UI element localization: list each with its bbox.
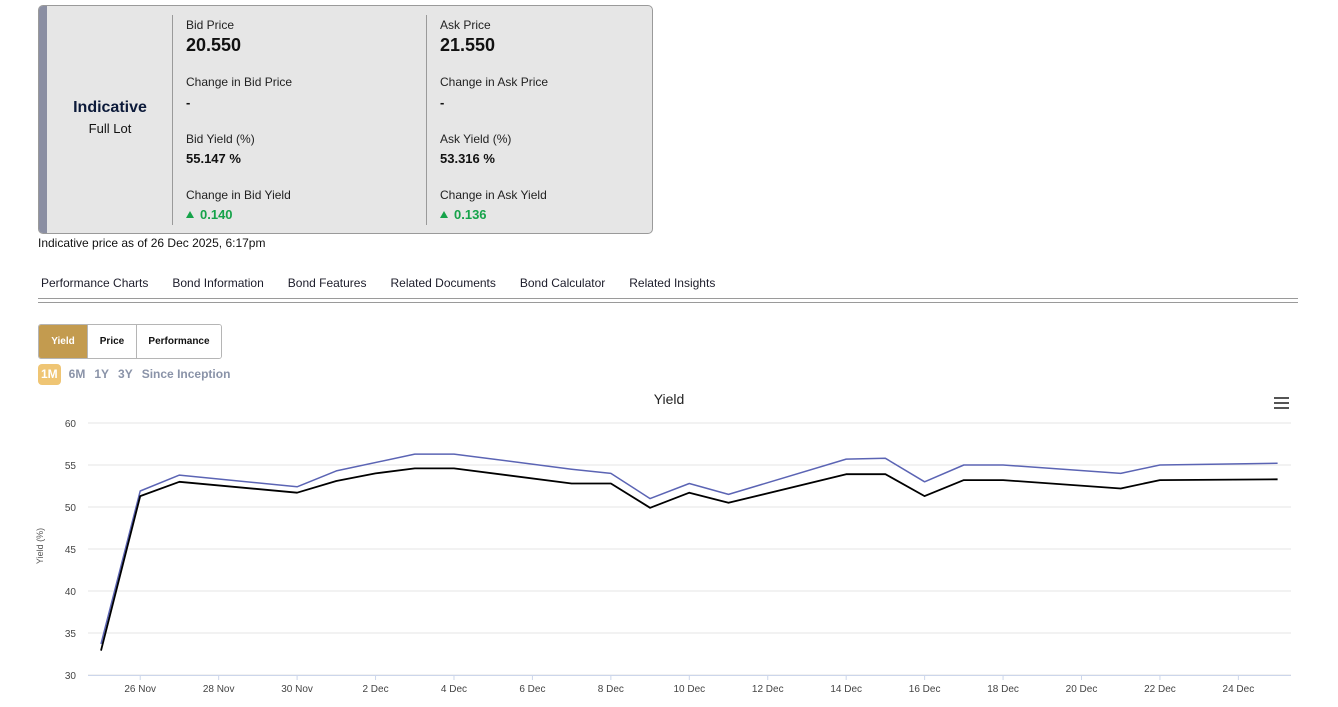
- performance-toggle-button[interactable]: Performance: [136, 325, 221, 358]
- range-since-inception-button[interactable]: Since Inception: [141, 367, 231, 381]
- quote-accent-stripe: [39, 6, 47, 233]
- y-tick-label: 35: [65, 629, 77, 640]
- quote-type-subtitle: Full Lot: [88, 121, 132, 136]
- change-ask-yield-label: Change in Ask Yield: [440, 188, 547, 202]
- range-1m-button[interactable]: 1M: [38, 364, 61, 385]
- chart-type-toggle: Yield Price Performance: [38, 324, 222, 359]
- range-selector: 1M 6M 1Y 3Y Since Inception: [38, 364, 239, 385]
- change-ask-price-label: Change in Ask Price: [440, 75, 549, 89]
- bid-price-value: 20.550: [186, 35, 242, 55]
- x-tick-label: 28 Nov: [203, 684, 235, 695]
- x-tick-label: 24 Dec: [1223, 684, 1255, 695]
- y-tick-label: 50: [65, 503, 77, 514]
- ask-yield-series-line: [100, 453, 1278, 645]
- change-bid-yield-value: 0.140: [200, 207, 233, 222]
- y-tick-label: 45: [65, 545, 77, 556]
- ask-price-value: 21.550: [440, 35, 496, 55]
- tab-bond-information[interactable]: Bond Information: [172, 276, 264, 290]
- change-ask-price-value: -: [440, 95, 445, 110]
- y-tick-label: 60: [65, 419, 77, 430]
- quote-type-block: Indicative Full Lot: [47, 6, 173, 233]
- tabs-divider-bottom: [38, 302, 1298, 303]
- triangle-up-icon: [186, 211, 194, 218]
- chart-title: Yield: [653, 391, 685, 407]
- ask-price-label: Ask Price: [440, 18, 491, 32]
- change-bid-yield: 0.140: [186, 207, 233, 222]
- tab-performance-charts[interactable]: Performance Charts: [41, 276, 149, 290]
- x-tick-label: 22 Dec: [1144, 684, 1176, 695]
- ask-yield-label: Ask Yield (%): [440, 132, 512, 146]
- quote-divider-right: [426, 15, 427, 225]
- quote-divider-left: [172, 15, 173, 225]
- change-ask-yield: 0.136: [440, 207, 487, 222]
- tab-bond-calculator[interactable]: Bond Calculator: [519, 276, 606, 290]
- y-tick-label: 30: [65, 671, 77, 682]
- x-tick-label: 18 Dec: [987, 684, 1019, 695]
- price-toggle-button[interactable]: Price: [87, 325, 136, 358]
- change-ask-yield-value: 0.136: [454, 207, 487, 222]
- range-6m-button[interactable]: 6M: [68, 367, 86, 381]
- bid-yield-value: 55.147 %: [186, 151, 241, 166]
- range-1y-button[interactable]: 1Y: [94, 367, 110, 381]
- quote-panel: Indicative Full Lot Bid Price 20.550 Cha…: [38, 5, 653, 234]
- tabs-divider-top: [38, 298, 1298, 299]
- quote-type-title: Indicative: [73, 99, 147, 116]
- x-tick-label: 30 Nov: [281, 684, 313, 695]
- change-bid-price-label: Change in Bid Price: [186, 75, 293, 89]
- x-tick-label: 12 Dec: [752, 684, 784, 695]
- x-tick-label: 4 Dec: [441, 684, 467, 695]
- yield-toggle-button[interactable]: Yield: [39, 325, 87, 358]
- x-tick-label: 16 Dec: [909, 684, 941, 695]
- change-bid-price-value: -: [186, 95, 191, 110]
- y-tick-label: 55: [65, 461, 77, 472]
- bid-yield-series-line: [100, 467, 1278, 651]
- tab-related-documents[interactable]: Related Documents: [390, 276, 496, 290]
- bid-price-label: Bid Price: [186, 18, 235, 32]
- x-tick-label: 6 Dec: [519, 684, 545, 695]
- ask-yield-value: 53.316 %: [440, 151, 495, 166]
- range-3y-button[interactable]: 3Y: [118, 367, 133, 381]
- x-tick-label: 10 Dec: [673, 684, 705, 695]
- change-bid-yield-label: Change in Bid Yield: [186, 188, 291, 202]
- hamburger-menu-icon[interactable]: [1274, 397, 1289, 409]
- x-tick-label: 8 Dec: [598, 684, 624, 695]
- bid-yield-label: Bid Yield (%): [186, 132, 255, 146]
- x-tick-label: 20 Dec: [1066, 684, 1098, 695]
- tab-bond-features[interactable]: Bond Features: [287, 276, 367, 290]
- x-tick-label: 2 Dec: [362, 684, 388, 695]
- detail-tabs: Performance Charts Bond Information Bond…: [38, 276, 736, 290]
- triangle-up-icon: [440, 211, 448, 218]
- x-tick-label: 26 Nov: [124, 684, 156, 695]
- tab-related-insights[interactable]: Related Insights: [629, 276, 716, 290]
- y-tick-label: 40: [65, 587, 77, 598]
- as-of-timestamp: Indicative price as of 26 Dec 2025, 6:17…: [38, 236, 266, 250]
- x-tick-label: 14 Dec: [830, 684, 862, 695]
